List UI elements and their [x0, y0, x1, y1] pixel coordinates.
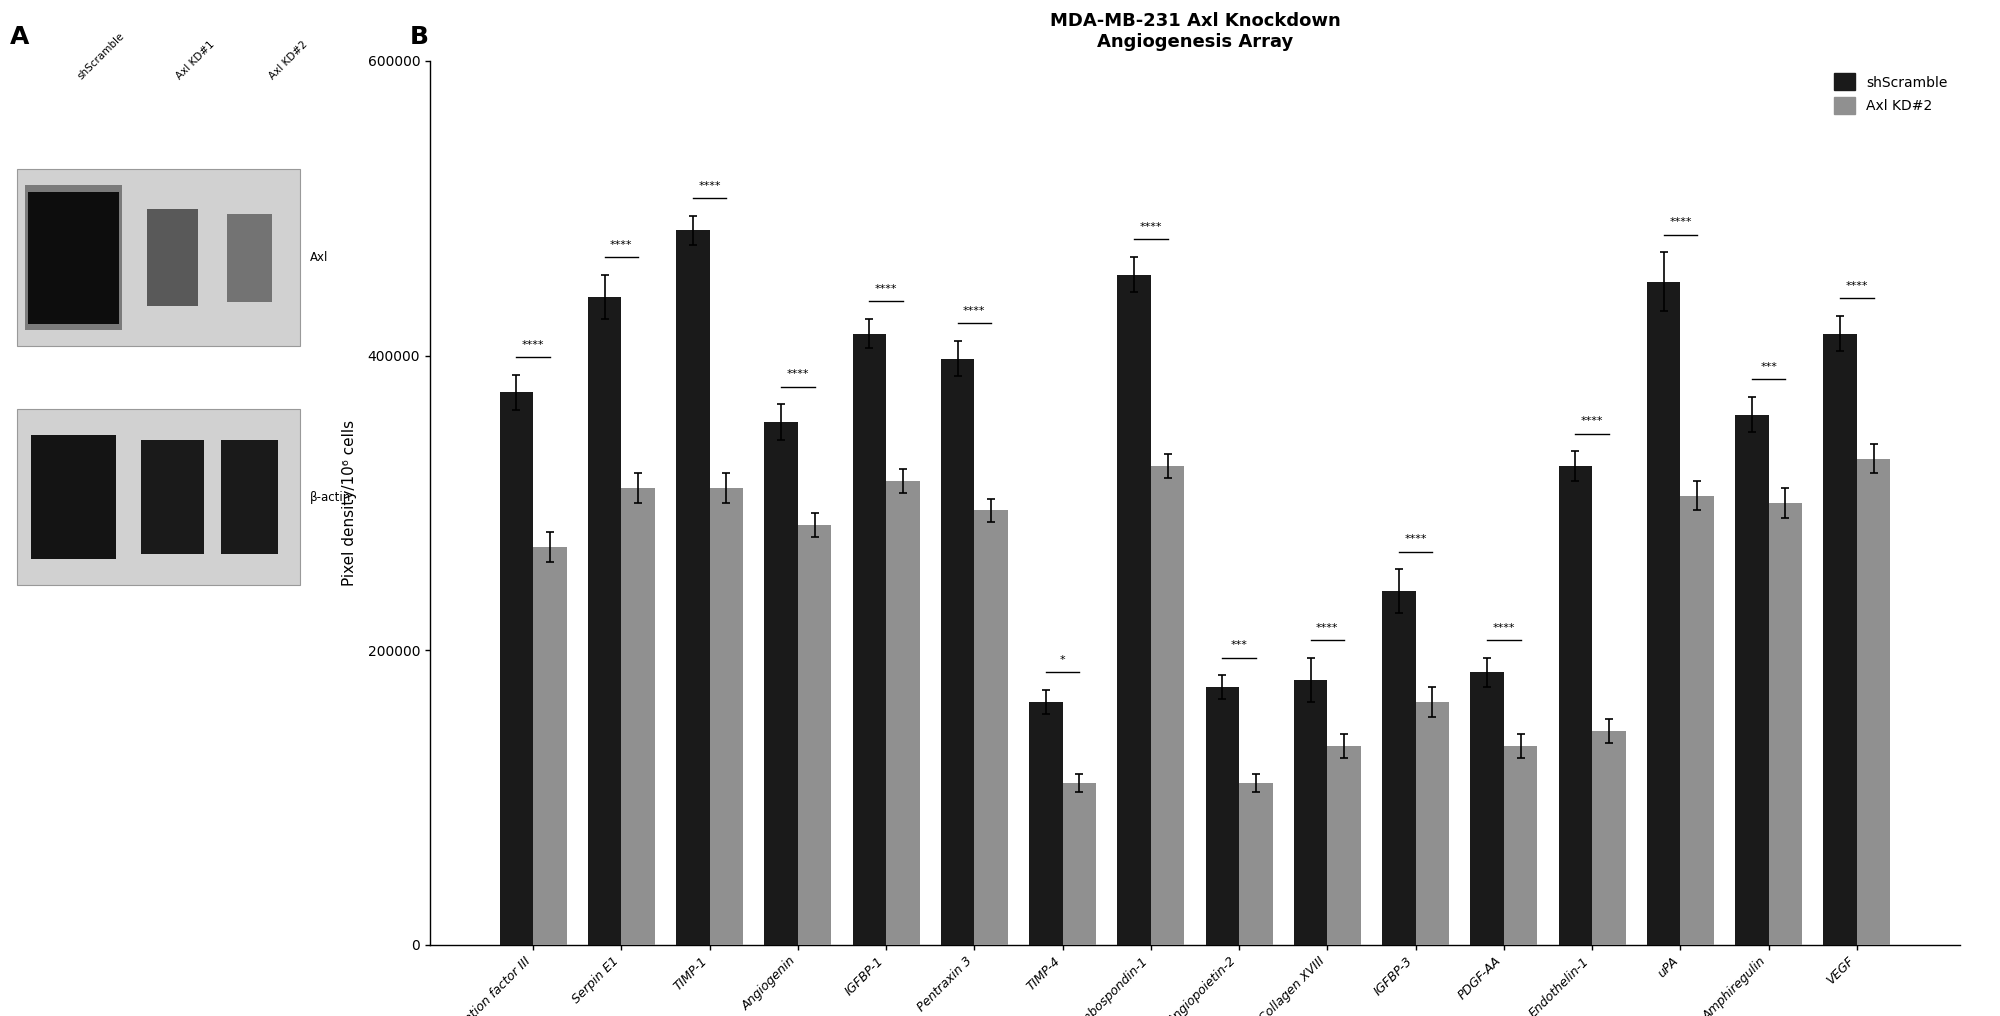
Bar: [1592, 732, 1626, 945]
Bar: [1824, 333, 1856, 945]
Bar: [1150, 466, 1184, 945]
Bar: [710, 489, 744, 945]
Text: ****: ****: [698, 181, 720, 191]
Text: ****: ****: [1846, 280, 1868, 291]
Bar: [852, 333, 886, 945]
Text: Axl KD#1: Axl KD#1: [174, 40, 216, 81]
Bar: [1328, 746, 1360, 945]
Bar: [226, 213, 272, 302]
Bar: [1768, 503, 1802, 945]
Bar: [16, 170, 300, 345]
Bar: [1382, 591, 1416, 945]
Text: ****: ****: [964, 306, 986, 316]
Text: ****: ****: [522, 339, 544, 350]
Bar: [1416, 702, 1450, 945]
Text: ****: ****: [874, 283, 898, 294]
Text: ****: ****: [1140, 221, 1162, 232]
Bar: [1470, 673, 1504, 945]
Bar: [1646, 281, 1680, 945]
Legend: shScramble, Axl KD#2: shScramble, Axl KD#2: [1828, 68, 1954, 120]
Bar: [1558, 466, 1592, 945]
Bar: [886, 481, 920, 945]
Text: ***: ***: [1760, 362, 1778, 372]
Bar: [1206, 687, 1240, 945]
Bar: [1736, 415, 1768, 945]
Bar: [676, 231, 710, 945]
Text: β-actin: β-actin: [310, 491, 352, 504]
Bar: [940, 359, 974, 945]
Bar: [24, 185, 122, 330]
Text: ****: ****: [786, 369, 810, 379]
Bar: [1680, 496, 1714, 945]
Text: *: *: [1060, 655, 1066, 664]
Bar: [764, 422, 798, 945]
Bar: [142, 440, 204, 555]
Text: shScramble: shScramble: [76, 30, 126, 81]
Text: ****: ****: [1404, 534, 1426, 545]
Bar: [588, 297, 622, 945]
Text: B: B: [410, 25, 428, 50]
Bar: [1294, 680, 1328, 945]
Text: ****: ****: [1580, 417, 1604, 427]
Bar: [16, 408, 300, 585]
Bar: [1030, 702, 1062, 945]
Text: ****: ****: [1670, 217, 1692, 228]
Bar: [220, 440, 278, 555]
Bar: [1118, 274, 1150, 945]
Bar: [1504, 746, 1538, 945]
Text: A: A: [10, 25, 30, 50]
Bar: [30, 435, 116, 559]
Bar: [1240, 782, 1272, 945]
Text: ****: ****: [1492, 623, 1516, 633]
Title: MDA-MB-231 Axl Knockdown
Angiogenesis Array: MDA-MB-231 Axl Knockdown Angiogenesis Ar…: [1050, 12, 1340, 51]
Text: Axl KD#2: Axl KD#2: [266, 40, 310, 81]
Text: ***: ***: [1230, 640, 1248, 650]
Bar: [798, 525, 832, 945]
Bar: [622, 489, 654, 945]
Text: Axl: Axl: [310, 251, 328, 264]
Bar: [148, 209, 198, 306]
Bar: [534, 547, 566, 945]
Bar: [1856, 458, 1890, 945]
Text: ****: ****: [610, 240, 632, 250]
Text: ****: ****: [1316, 623, 1338, 633]
Bar: [974, 510, 1008, 945]
Bar: [1062, 782, 1096, 945]
Bar: [500, 392, 534, 945]
Y-axis label: Pixel density/10⁶ cells: Pixel density/10⁶ cells: [342, 420, 356, 586]
Bar: [28, 192, 118, 324]
